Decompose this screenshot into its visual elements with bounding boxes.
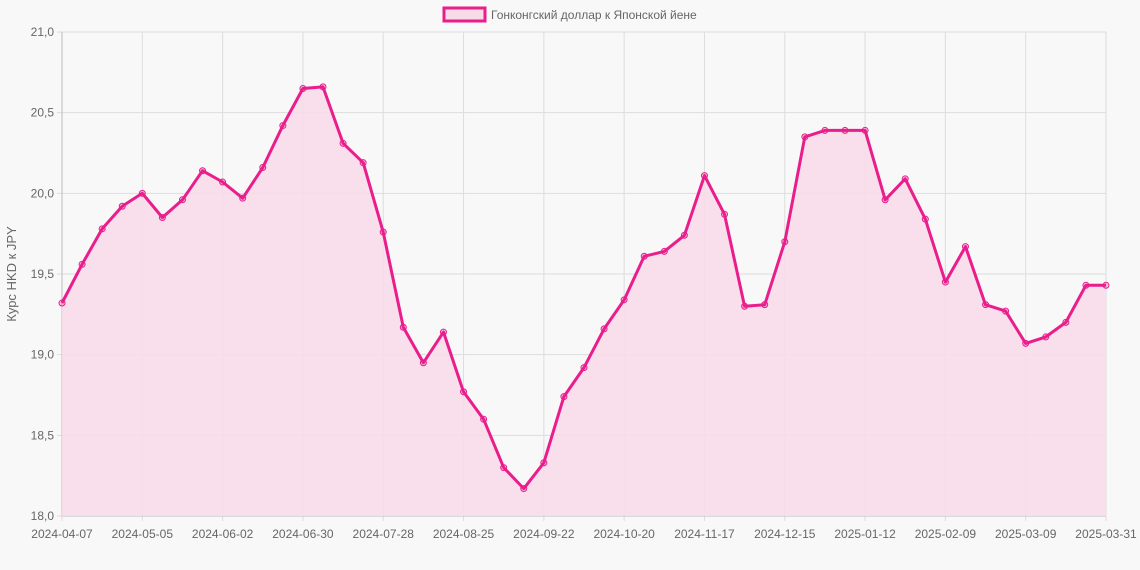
data-point[interactable]	[58, 299, 66, 307]
x-tick-label: 2025-01-12	[834, 527, 896, 541]
data-point[interactable]	[941, 278, 949, 286]
data-point[interactable]	[841, 126, 849, 134]
legend-swatch[interactable]	[442, 6, 487, 23]
x-tick-label: 2025-03-09	[995, 527, 1057, 541]
x-tick-label: 2024-10-20	[593, 527, 655, 541]
data-point[interactable]	[118, 202, 126, 210]
data-point[interactable]	[660, 247, 668, 255]
data-point[interactable]	[439, 328, 447, 336]
x-tick-label: 2024-12-15	[754, 527, 816, 541]
data-point[interactable]	[540, 459, 548, 467]
data-point[interactable]	[761, 301, 769, 309]
data-point[interactable]	[1022, 339, 1030, 347]
x-tick-label: 2025-02-09	[915, 527, 977, 541]
data-point[interactable]	[138, 189, 146, 197]
data-point[interactable]	[480, 415, 488, 423]
data-point[interactable]	[319, 83, 327, 91]
x-tick-label: 2024-06-02	[192, 527, 254, 541]
data-point[interactable]	[721, 210, 729, 218]
data-point[interactable]	[781, 238, 789, 246]
data-point[interactable]	[1002, 307, 1010, 315]
data-point[interactable]	[359, 159, 367, 167]
legend[interactable]: Гонконгский доллар к Японской йене	[442, 6, 697, 23]
area-path	[62, 86, 1106, 517]
data-point[interactable]	[98, 225, 106, 233]
data-point[interactable]	[379, 228, 387, 236]
data-point[interactable]	[399, 323, 407, 331]
x-tick-label: 2025-03-31	[1075, 527, 1137, 541]
data-point[interactable]	[1102, 281, 1110, 289]
data-point[interactable]	[460, 388, 468, 396]
x-tick-label: 2024-07-28	[353, 527, 415, 541]
legend-label[interactable]: Гонконгский доллар к Японской йене	[491, 8, 697, 22]
data-point[interactable]	[982, 301, 990, 309]
data-point[interactable]	[801, 133, 809, 141]
data-point[interactable]	[199, 167, 207, 175]
data-point[interactable]	[680, 231, 688, 239]
data-point[interactable]	[640, 252, 648, 260]
data-point[interactable]	[921, 215, 929, 223]
y-axis-ticks: 18,0 18,5 19,0 19,5 20,0 20,5 21,0	[31, 25, 55, 523]
data-point[interactable]	[1082, 281, 1090, 289]
data-point[interactable]	[600, 325, 608, 333]
data-point[interactable]	[299, 84, 307, 92]
line-path	[60, 85, 1106, 491]
y-tick-label: 21,0	[31, 25, 55, 39]
data-point[interactable]	[1042, 333, 1050, 341]
data-point[interactable]	[500, 464, 508, 472]
data-point[interactable]	[419, 359, 427, 367]
data-point[interactable]	[259, 164, 267, 172]
data-point[interactable]	[700, 172, 708, 180]
data-point[interactable]	[279, 122, 287, 130]
data-point[interactable]	[741, 302, 749, 310]
data-point[interactable]	[961, 243, 969, 251]
x-tick-label: 2024-11-17	[674, 527, 735, 541]
data-point[interactable]	[861, 126, 869, 134]
data-line	[60, 85, 1106, 491]
data-point[interactable]	[158, 214, 166, 222]
x-tick-label: 2024-04-07	[31, 527, 93, 541]
data-point[interactable]	[219, 178, 227, 186]
data-point[interactable]	[620, 296, 628, 304]
x-tick-label: 2024-08-25	[433, 527, 495, 541]
y-tick-label: 18,5	[31, 428, 55, 442]
data-point[interactable]	[881, 196, 889, 204]
x-tick-label: 2024-05-05	[112, 527, 174, 541]
y-tick-label: 18,0	[31, 509, 55, 523]
x-tick-label: 2024-09-22	[513, 527, 575, 541]
y-tick-label: 19,0	[31, 348, 55, 362]
data-point[interactable]	[901, 175, 909, 183]
data-point[interactable]	[339, 139, 347, 147]
x-tick-label: 2024-06-30	[272, 527, 334, 541]
data-point[interactable]	[239, 194, 247, 202]
y-tick-label: 20,0	[31, 186, 55, 200]
data-point[interactable]	[580, 364, 588, 372]
data-point[interactable]	[560, 393, 568, 401]
data-point[interactable]	[821, 126, 829, 134]
data-point[interactable]	[1062, 318, 1070, 326]
data-point[interactable]	[178, 196, 186, 204]
data-point[interactable]	[520, 485, 528, 493]
data-points	[58, 83, 1110, 493]
area-fill	[62, 86, 1106, 517]
data-point[interactable]	[78, 260, 86, 268]
x-axis-ticks: 2024-04-07 2024-05-05 2024-06-02 2024-06-30…	[31, 527, 1137, 541]
y-axis-title: Курс HKD к JPY	[4, 226, 19, 322]
y-tick-label: 19,5	[31, 267, 55, 281]
y-tick-label: 20,5	[31, 106, 55, 120]
